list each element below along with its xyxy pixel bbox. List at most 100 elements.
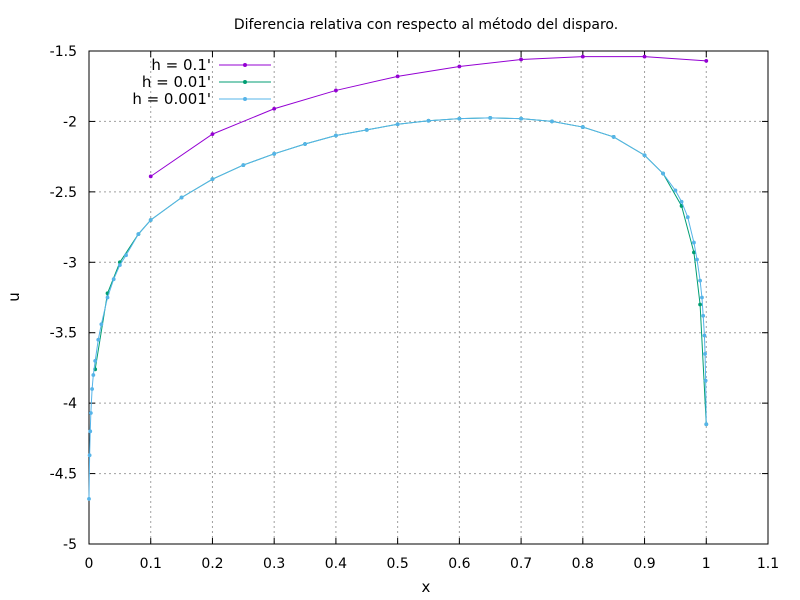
- data-point: [692, 250, 696, 255]
- data-point: [334, 133, 338, 138]
- data-point: [701, 313, 706, 318]
- data-point: [210, 132, 215, 137]
- chart-title: Diferencia relativa con respecto al méto…: [234, 17, 618, 33]
- data-point: [704, 422, 709, 427]
- y-tick-label: -1.5: [50, 44, 77, 60]
- legend-label: h = 0.01': [142, 73, 211, 91]
- tick-marks: [88, 50, 769, 545]
- x-tick-label: 0: [85, 556, 94, 572]
- data-point: [124, 253, 128, 258]
- data-point: [673, 188, 678, 193]
- data-point: [272, 106, 277, 111]
- x-tick-label: 0.6: [448, 556, 470, 572]
- legend-label: h = 0.001': [132, 90, 211, 108]
- data-point: [93, 358, 98, 363]
- data-point: [148, 218, 153, 222]
- x-tick-labels: 0 0.1 0.2 0.3 0.4 0.5 0.6 0.7 0.8 0.9 1 1.1: [85, 556, 780, 572]
- data-point: [488, 116, 493, 120]
- data-point: [179, 195, 184, 200]
- data-point: [700, 295, 704, 300]
- data-point: [88, 411, 93, 415]
- y-tick-label: -2: [63, 114, 77, 130]
- grid: [89, 51, 768, 544]
- data-point: [96, 337, 101, 342]
- x-tick-label: 0.4: [325, 556, 347, 572]
- data-point: [241, 163, 246, 167]
- data-point: [91, 373, 96, 377]
- y-tick-label: -5: [63, 537, 77, 553]
- x-tick-label: 1.1: [757, 556, 779, 572]
- data-point: [457, 116, 462, 121]
- data-point: [679, 199, 684, 204]
- data-point: [395, 122, 400, 127]
- series-3: [87, 116, 709, 501]
- data-point: [457, 64, 462, 69]
- data-point: [703, 351, 707, 356]
- x-tick-label: 1: [702, 556, 711, 572]
- data-point: [303, 142, 307, 146]
- data-point: [519, 116, 523, 121]
- data-point: [148, 174, 153, 179]
- data-point: [703, 378, 708, 383]
- data-point: [580, 125, 585, 129]
- data-point: [426, 118, 431, 123]
- x-axis-label: x: [422, 578, 431, 596]
- data-point: [698, 278, 702, 283]
- data-point: [550, 119, 554, 124]
- data-point: [334, 88, 338, 93]
- x-tick-label: 0.7: [510, 556, 532, 572]
- data-point: [272, 151, 277, 156]
- data-point: [695, 257, 699, 262]
- data-point: [519, 57, 523, 62]
- y-axis-label: u: [5, 292, 23, 302]
- legend-item: h = 0.1': [151, 56, 271, 74]
- legend: h = 0.1'h = 0.01'h = 0.001': [132, 56, 271, 108]
- data-point: [685, 215, 690, 220]
- series-line: [88, 117, 707, 499]
- series-line: [150, 56, 707, 177]
- data-point: [704, 58, 709, 63]
- data-point: [117, 263, 122, 268]
- data-point: [661, 171, 665, 176]
- data-point: [88, 429, 93, 434]
- data-point: [90, 387, 94, 391]
- x-tick-label: 0.3: [263, 556, 285, 572]
- y-tick-label: -4.5: [50, 467, 77, 483]
- y-tick-label: -2.5: [50, 185, 77, 201]
- data-point: [698, 302, 702, 307]
- legend-label: h = 0.1': [151, 56, 211, 74]
- data-point: [364, 127, 369, 132]
- series-2: [93, 116, 709, 427]
- y-tick-label: -4: [63, 396, 77, 412]
- data-point: [580, 54, 585, 59]
- x-tick-label: 0.2: [201, 556, 223, 572]
- data-point: [105, 295, 110, 300]
- x-tick-label: 0.5: [387, 556, 409, 572]
- data-point: [111, 277, 116, 282]
- plot-frame: [88, 50, 769, 545]
- x-tick-label: 0.8: [572, 556, 594, 572]
- data-point: [642, 153, 647, 158]
- series-1: [148, 54, 709, 179]
- data-point: [611, 135, 616, 139]
- y-tick-label: -3: [63, 255, 77, 271]
- data-point: [210, 177, 215, 182]
- data-point: [702, 333, 707, 338]
- legend-swatch-point: [243, 63, 247, 67]
- data-point: [642, 54, 647, 59]
- legend-item: h = 0.01': [142, 73, 271, 91]
- legend-swatch-point: [243, 80, 247, 84]
- legend-swatch-point: [243, 97, 247, 101]
- series-line: [94, 117, 707, 425]
- data-point: [87, 453, 92, 458]
- x-tick-label: 0.9: [633, 556, 655, 572]
- legend-item: h = 0.001': [132, 90, 271, 108]
- data-point: [395, 74, 400, 79]
- y-tick-labels: -1.5 -2 -2.5 -3 -3.5 -4 -4.5 -5: [50, 44, 77, 553]
- x-tick-label: 0.1: [140, 556, 162, 572]
- y-tick-label: -3.5: [50, 326, 77, 342]
- data-point: [99, 322, 104, 327]
- series: [87, 54, 709, 501]
- data-point: [692, 240, 696, 245]
